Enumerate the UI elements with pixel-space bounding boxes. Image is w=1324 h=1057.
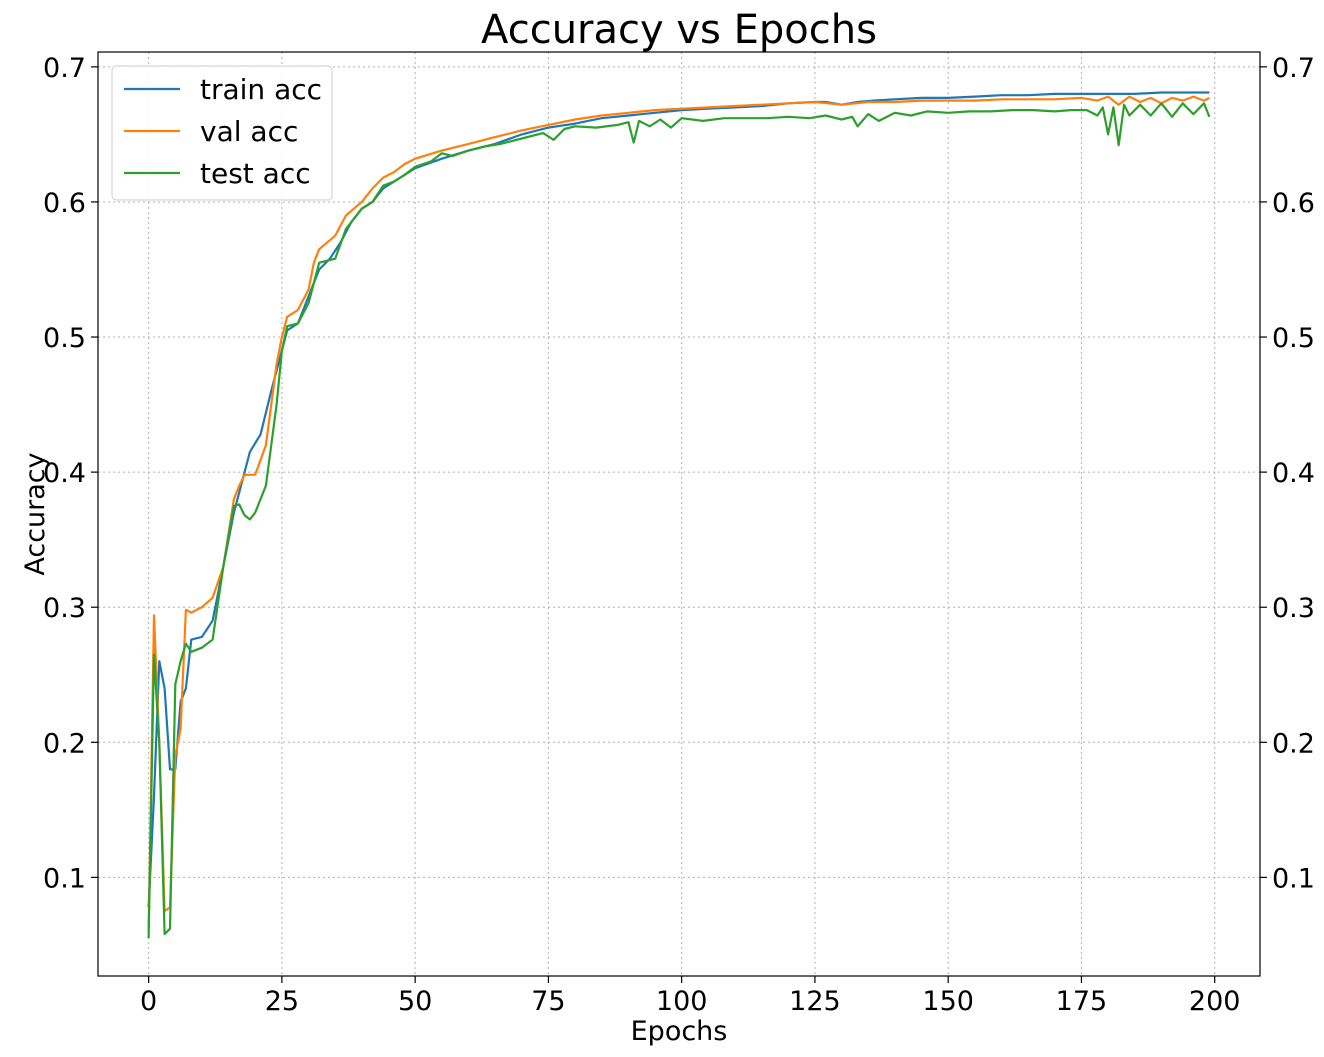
plot-frame	[97, 51, 1261, 977]
y-right-tick-label: 0.1	[1272, 863, 1315, 894]
y-tick-label: 0.6	[43, 188, 86, 219]
y-axis-label: Accuracy	[20, 452, 51, 575]
x-tick-label: 0	[140, 986, 157, 1017]
y-tick-label: 0.7	[43, 53, 86, 84]
legend-label: val acc	[200, 115, 298, 148]
y-right-tick-label: 0.4	[1272, 458, 1315, 489]
y-tick-label: 0.1	[43, 863, 86, 894]
legend-items: train acc val acc test acc	[124, 73, 322, 190]
y-right-tick-label: 0.3	[1272, 593, 1315, 624]
x-tick-label: 75	[531, 986, 565, 1017]
x-tick-label: 125	[789, 986, 841, 1017]
y-right-tick-label: 0.6	[1272, 188, 1315, 219]
legend-label: test acc	[200, 157, 311, 190]
x-tick-label: 150	[922, 986, 974, 1017]
y-right-tick-label: 0.2	[1272, 728, 1315, 759]
y-right-tick-label: 0.5	[1272, 323, 1315, 354]
y-tick-label: 0.3	[43, 593, 86, 624]
x-tick-label: 50	[398, 986, 432, 1017]
x-axis-ticks: 0 25 50 75 100 125 150 175 200	[140, 976, 1240, 1017]
series-line-train-acc	[147, 91, 1210, 908]
y-right-tick-label: 0.7	[1272, 53, 1315, 84]
legend-box	[111, 65, 333, 201]
x-tick-label: 100	[656, 986, 708, 1017]
y-tick-label: 0.2	[43, 728, 86, 759]
x-axis-label: Epochs	[631, 1016, 728, 1047]
legend-label: train acc	[200, 73, 322, 106]
legend: train acc val acc test acc	[111, 65, 333, 201]
x-tick-label: 175	[1056, 986, 1108, 1017]
grid-lines	[98, 52, 1260, 976]
series-lines	[147, 91, 1211, 939]
y-tick-label: 0.4	[43, 458, 86, 489]
y-axis-right-ticks: 0.1 0.2 0.3 0.4 0.5 0.6 0.7	[1260, 53, 1315, 894]
chart-title: Accuracy vs Epochs	[481, 7, 877, 53]
x-tick-label: 200	[1189, 986, 1241, 1017]
y-axis-ticks: 0.1 0.2 0.3 0.4 0.5 0.6 0.7	[43, 53, 98, 894]
series-line-val-acc	[147, 95, 1210, 932]
series-line-test-acc	[147, 102, 1211, 939]
y-tick-label: 0.5	[43, 323, 86, 354]
x-tick-label: 25	[265, 986, 299, 1017]
